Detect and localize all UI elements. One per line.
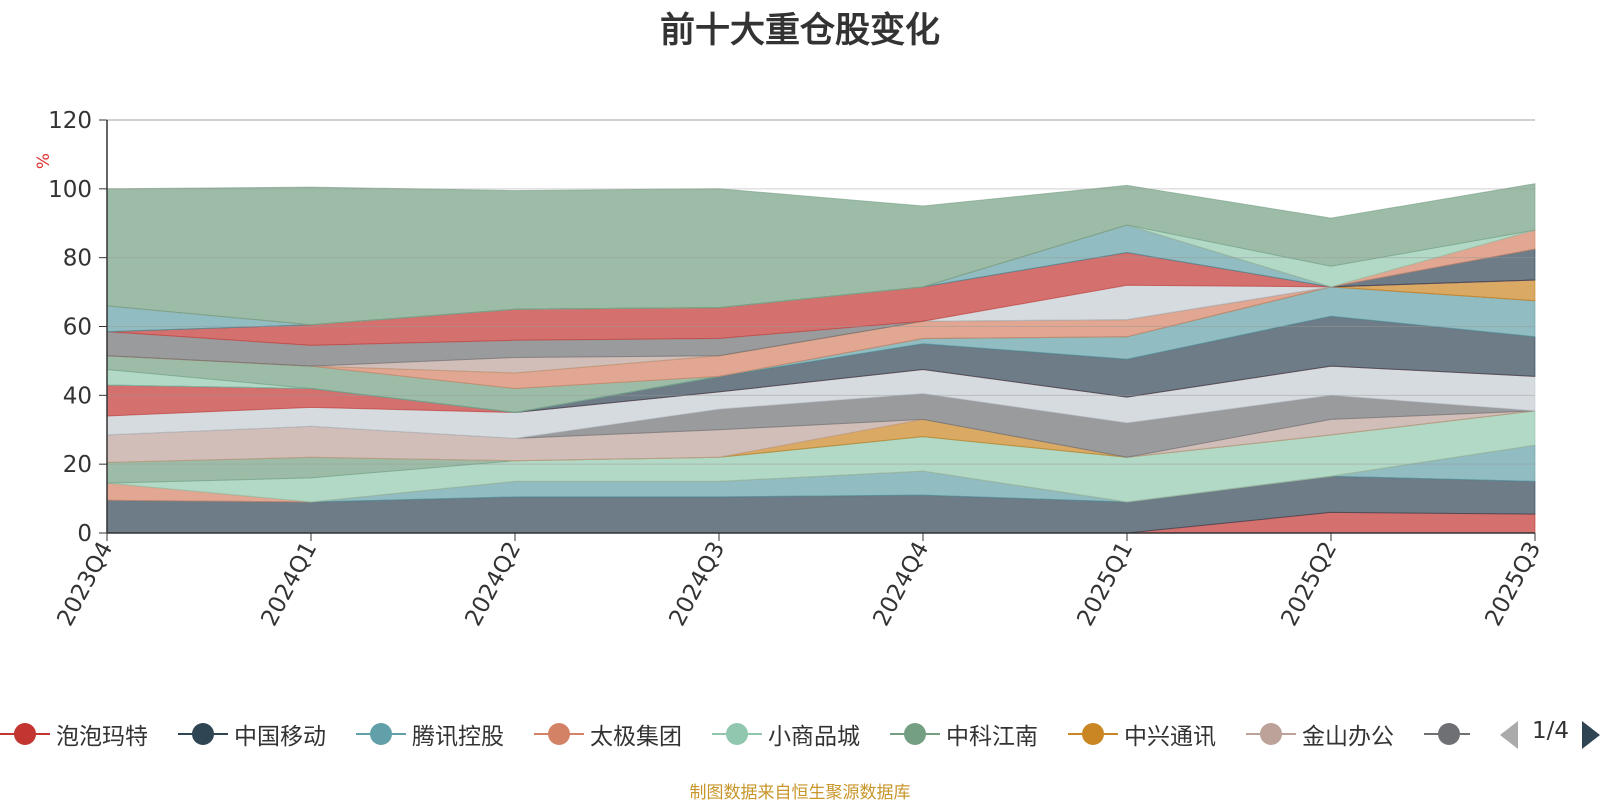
legend-swatch-icon — [890, 719, 940, 749]
legend-next-arrow-icon[interactable] — [1582, 721, 1600, 749]
stacked-area-chart: 0 20 40 60 80 100 120% 2023Q4 2024Q1 2024Q2 2024Q3… — [34, 108, 1546, 631]
legend-label: 泡泡玛特 — [56, 724, 148, 750]
legend-item[interactable]: 中科江南 — [890, 714, 1038, 754]
legend-swatch-icon — [1246, 719, 1296, 749]
legend-item[interactable]: 腾讯控股 — [356, 714, 504, 754]
legend-swatch-icon — [534, 719, 584, 749]
y-tick-label: 80 — [63, 246, 92, 272]
x-tick-label: 2025Q1 — [1072, 538, 1138, 631]
x-tick-label: 2023Q4 — [52, 538, 118, 631]
legend-label: 金山办公 — [1302, 724, 1394, 750]
legend-swatch-icon — [1424, 719, 1470, 749]
legend-item[interactable]: 太极集团 — [534, 714, 682, 754]
legend-item[interactable]: 小商品城 — [712, 714, 860, 754]
legend-item[interactable]: 中国移动 — [178, 714, 326, 754]
y-tick-label: 40 — [63, 383, 92, 409]
legend-swatch-icon — [178, 719, 228, 749]
legend-pager: 1/4 — [1500, 714, 1600, 754]
area-series-25 — [106, 183, 1536, 326]
y-tick-label: 0 — [77, 521, 92, 547]
legend-item[interactable]: 金山办公 — [1246, 714, 1394, 754]
legend-swatch-icon — [1068, 719, 1118, 749]
x-tick-label: 2024Q3 — [664, 538, 730, 631]
x-tick-label: 2025Q3 — [1480, 538, 1546, 631]
legend-label: 小商品城 — [768, 724, 860, 750]
legend-item[interactable]: 中兴通讯 — [1068, 714, 1216, 754]
y-axis-label: % — [34, 153, 54, 169]
y-tick-label: 120 — [48, 108, 92, 134]
legend-swatch-icon — [356, 719, 406, 749]
legend-items: 泡泡玛特 中国移动 腾讯控股 太极集团 小商品城 中科江南 中兴通讯 金山办公 I — [0, 714, 1470, 754]
y-tick-label: 20 — [63, 452, 92, 478]
y-tick-label: 60 — [63, 315, 92, 341]
legend-label: 太极集团 — [590, 724, 682, 750]
x-tick-label: 2025Q2 — [1276, 538, 1342, 631]
legend-label: 中科江南 — [946, 724, 1038, 750]
legend-page-indicator: 1/4 — [1532, 718, 1570, 744]
x-tick-label: 2024Q1 — [256, 538, 322, 631]
legend-label: 中国移动 — [234, 724, 326, 750]
x-tick-label: 2024Q4 — [868, 538, 934, 631]
x-tick-label: 2024Q2 — [460, 538, 526, 631]
legend-label: 腾讯控股 — [412, 724, 504, 750]
legend-prev-arrow-icon[interactable] — [1500, 721, 1518, 749]
legend-label: 中兴通讯 — [1124, 724, 1216, 750]
legend-item[interactable]: 泡泡玛特 — [0, 714, 148, 754]
legend-swatch-icon — [0, 719, 50, 749]
y-tick-label: 100 — [48, 177, 92, 203]
legend: 泡泡玛特 中国移动 腾讯控股 太极集团 小商品城 中科江南 中兴通讯 金山办公 I — [0, 714, 1600, 754]
legend-item[interactable]: I — [1424, 714, 1470, 754]
chart-title: 前十大重仓股变化 — [659, 11, 940, 51]
legend-swatch-icon — [712, 719, 762, 749]
source-note: 制图数据来自恒生聚源数据库 — [689, 783, 911, 803]
